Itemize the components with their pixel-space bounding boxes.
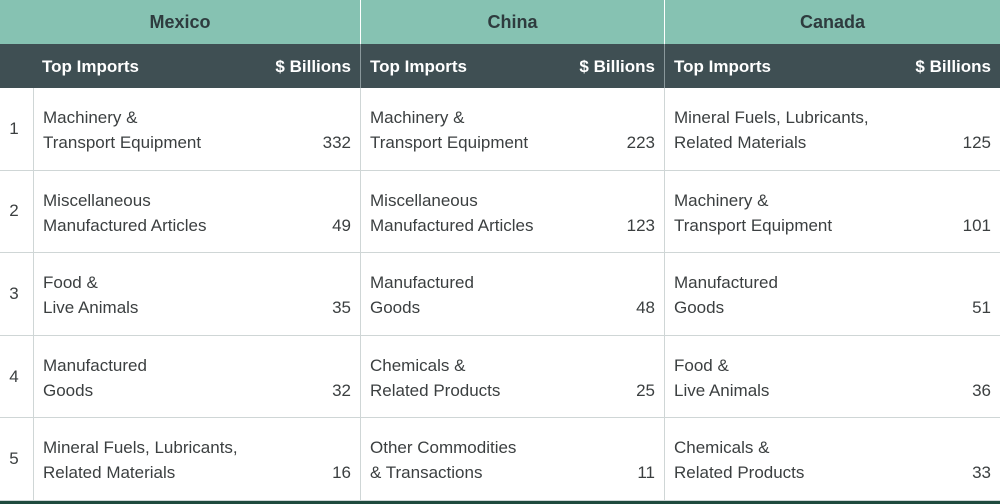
import-value: 11	[637, 463, 655, 483]
rank-number: 3	[9, 283, 19, 303]
rank-number: 2	[9, 201, 19, 221]
import-category: Manufactured Goods	[370, 273, 474, 318]
import-cell: Mineral Fuels, Lubricants, Related Mater…	[33, 418, 360, 500]
rank-number: 5	[9, 449, 19, 469]
rank-cell: 1	[0, 88, 33, 170]
mexico-column-header: Top Imports $ Billions	[33, 44, 360, 88]
import-cell: Manufactured Goods 51	[664, 253, 1000, 335]
canada-column-header: Top Imports $ Billions	[664, 44, 1000, 88]
table-row: 1 Machinery & Transport Equipment 332 Machi…	[0, 88, 1000, 171]
import-cell: Food & Live Animals 36	[664, 335, 1000, 418]
top-imports-label: Top Imports	[674, 57, 771, 76]
import-category: Machinery & Transport Equipment	[674, 190, 833, 235]
import-category: Mineral Fuels, Lubricants, Related Mater…	[43, 438, 238, 483]
import-value: 123	[626, 215, 655, 235]
import-category: Machinery & Transport Equipment	[43, 108, 202, 152]
rank-cell: 5	[0, 418, 33, 500]
billions-label: $ Billions	[275, 57, 351, 76]
import-category: Machinery & Transport Equipment	[370, 108, 529, 152]
import-cell: Manufactured Goods 32	[33, 335, 360, 418]
import-value: 48	[636, 298, 655, 318]
import-category: Manufactured Goods	[43, 355, 147, 400]
import-category: Food & Live Animals	[674, 355, 770, 400]
china-column-header: Top Imports $ Billions	[360, 44, 664, 88]
import-cell: Miscellaneous Manufactured Articles 49	[33, 170, 360, 253]
top-imports-label: Top Imports	[42, 57, 139, 76]
import-category: Food & Live Animals	[43, 273, 139, 318]
country-china: China	[360, 0, 664, 44]
import-value: 49	[332, 215, 351, 235]
top-imports-label: Top Imports	[370, 57, 467, 76]
import-cell: Chemicals & Related Products 33	[664, 418, 1000, 500]
rank-header	[0, 44, 33, 88]
country-canada: Canada	[664, 0, 1000, 44]
import-cell: Machinery & Transport Equipment 101	[664, 170, 1000, 253]
import-category: Mineral Fuels, Lubricants, Related Mater…	[674, 108, 869, 152]
import-value: 32	[332, 380, 351, 400]
rank-number: 1	[9, 118, 19, 138]
import-value: 332	[322, 133, 351, 152]
rank-cell: 4	[0, 336, 33, 418]
table-row: 3 Food & Live Animals 35 Manufactured Goods…	[0, 253, 1000, 336]
billions-label: $ Billions	[915, 57, 991, 76]
import-value: 16	[332, 463, 351, 483]
import-cell: Other Commodities & Transactions 11	[360, 418, 664, 500]
rank-cell: 2	[0, 171, 33, 253]
import-category: Manufactured Goods	[674, 273, 778, 318]
import-value: 51	[972, 298, 991, 318]
import-value: 125	[962, 133, 991, 152]
import-value: 101	[962, 215, 991, 235]
import-category: Chemicals & Related Products	[674, 438, 805, 483]
import-cell: Chemicals & Related Products 25	[360, 335, 664, 418]
import-cell: Miscellaneous Manufactured Articles 123	[360, 170, 664, 253]
import-value: 33	[972, 463, 991, 483]
country-mexico: Mexico	[149, 11, 211, 32]
column-header-row: Top Imports $ Billions Top Imports $ Bil…	[0, 44, 1000, 88]
import-value: 25	[636, 380, 655, 400]
table-row: 5 Mineral Fuels, Lubricants, Related Mate…	[0, 418, 1000, 501]
import-category: Other Commodities & Transactions	[370, 438, 517, 483]
import-category: Chemicals & Related Products	[370, 355, 501, 400]
import-cell: Manufactured Goods 48	[360, 253, 664, 335]
rank-number: 4	[9, 366, 19, 386]
table-row: 2 Miscellaneous Manufactured Articles 49 Mi…	[0, 170, 1000, 254]
import-value: 223	[626, 133, 655, 152]
import-value: 36	[972, 380, 991, 400]
import-cell: Mineral Fuels, Lubricants, Related Mater…	[664, 88, 1000, 170]
billions-label: $ Billions	[579, 57, 655, 76]
import-value: 35	[332, 298, 351, 318]
rank-cell: 3	[0, 253, 33, 335]
import-category: Miscellaneous Manufactured Articles	[370, 190, 534, 235]
import-category: Miscellaneous Manufactured Articles	[43, 190, 207, 235]
import-cell: Food & Live Animals 35	[33, 253, 360, 335]
import-cell: Machinery & Transport Equipment 223	[360, 88, 664, 170]
table-row: 4 Manufactured Goods 32 Chemicals & Related…	[0, 335, 1000, 419]
import-cell: Machinery & Transport Equipment 332	[33, 88, 360, 170]
country-header-row: Mexico China Canada	[0, 0, 1000, 44]
